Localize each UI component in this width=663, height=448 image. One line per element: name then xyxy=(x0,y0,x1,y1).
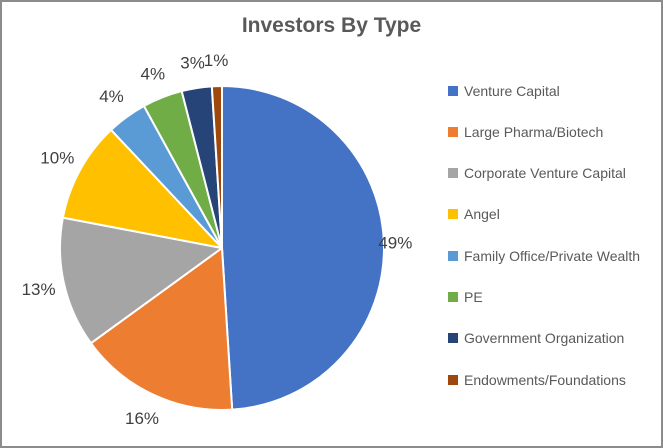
legend-label: Angel xyxy=(464,206,500,223)
data-label-large-pharma-biotech: 16% xyxy=(125,409,159,428)
data-label-family-office-private-wealth: 4% xyxy=(99,87,124,106)
data-label-angel: 10% xyxy=(40,148,74,167)
legend-label: PE xyxy=(464,289,483,305)
data-label-venture-capital: 49% xyxy=(378,234,412,253)
legend-swatch-icon xyxy=(448,250,458,261)
data-label-pe: 4% xyxy=(141,64,166,83)
legend-item-corporate-venture-capital[interactable]: Corporate Venture Capital xyxy=(448,165,626,182)
legend-label: Venture Capital xyxy=(464,82,560,99)
legend-label: Corporate Venture Capital xyxy=(464,165,626,182)
legend-swatch-icon xyxy=(448,126,458,137)
legend-swatch-icon xyxy=(448,168,458,179)
chart-title: Investors By Type xyxy=(241,14,422,37)
legend-swatch-icon xyxy=(448,85,458,96)
pie-slice-venture-capital[interactable] xyxy=(221,85,385,411)
data-label-government-organization: 3% xyxy=(180,53,205,72)
legend-item-government-organization[interactable]: Government Organization xyxy=(448,330,624,347)
pie-slice-angel[interactable] xyxy=(61,128,223,249)
pie-slice-corporate-venture-capital[interactable] xyxy=(59,216,223,345)
legend-swatch-icon xyxy=(448,333,458,344)
legend-label: Endowments/Foundations xyxy=(464,371,626,388)
legend-label: Family Office/Private Wealth xyxy=(464,247,641,264)
legend-label: Large Pharma/Biotech xyxy=(464,123,604,140)
pie-slice-endowments-foundations[interactable] xyxy=(210,85,223,249)
data-label-corporate-venture-capital: 13% xyxy=(22,280,56,299)
pie-slice-large-pharma-biotech[interactable] xyxy=(89,247,234,411)
legend-swatch-icon xyxy=(448,292,458,302)
data-label-endowments-foundations: 1% xyxy=(204,51,229,70)
legend: Venture Capital Large Pharma/Biotech Corpo… xyxy=(448,2,658,446)
legend-swatch-icon xyxy=(448,374,458,385)
legend-item-pe[interactable]: PE xyxy=(448,289,483,306)
legend-swatch-icon xyxy=(448,209,458,220)
legend-item-large-pharma-biotech[interactable]: Large Pharma/Biotech xyxy=(448,123,603,140)
legend-item-venture-capital[interactable]: Venture Capital xyxy=(448,82,560,99)
legend-label: Government Organization xyxy=(464,330,625,347)
legend-item-angel[interactable]: Angel xyxy=(448,206,500,223)
legend-item-family-office-private-wealth[interactable]: Family Office/Private Wealth xyxy=(448,247,640,264)
legend-item-endowments-foundations[interactable]: Endowments/Foundations xyxy=(448,371,626,388)
